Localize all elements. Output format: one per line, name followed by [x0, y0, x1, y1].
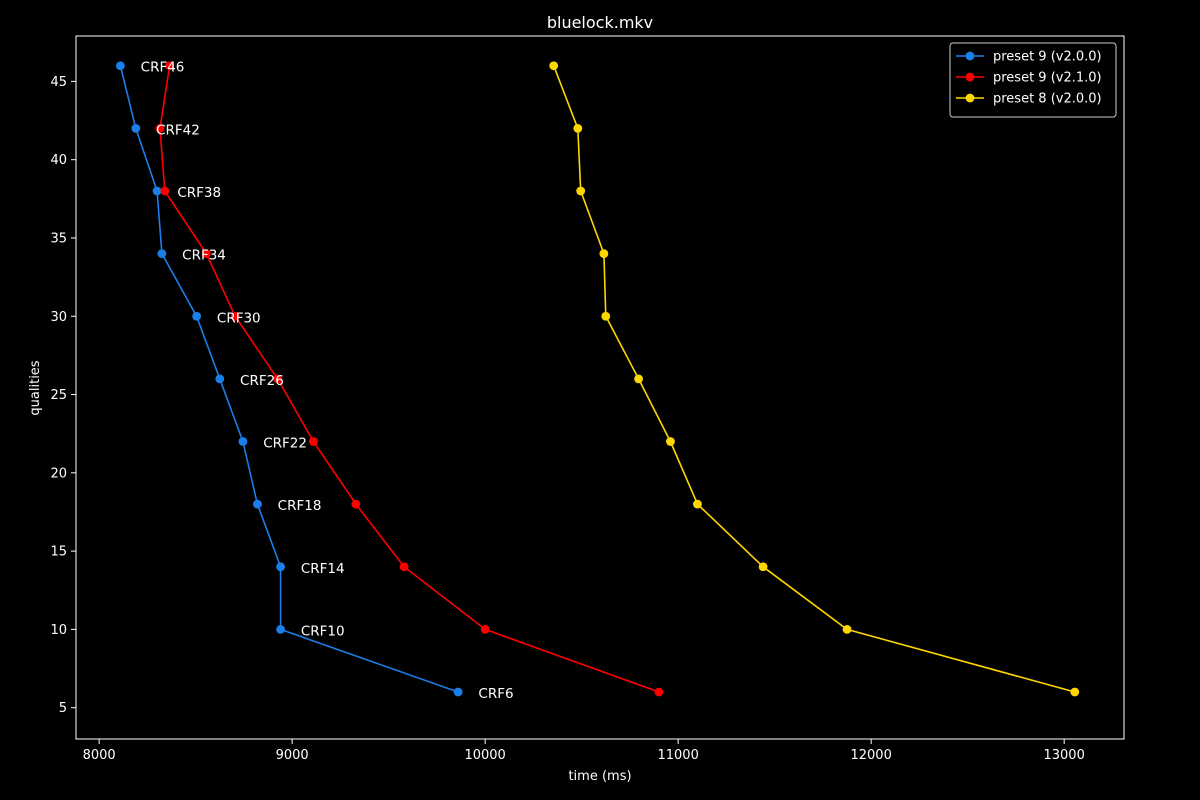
y-tick-label: 5 [59, 701, 67, 716]
crf-annotation: CRF6 [478, 686, 513, 702]
crf-annotation: CRF10 [301, 623, 345, 639]
data-point [238, 437, 248, 446]
data-point [399, 562, 409, 572]
legend: preset 9 (v2.0.0) preset 9 (v2.1.0) preset… [949, 42, 1117, 118]
data-point [230, 311, 240, 321]
legend-marker [965, 51, 975, 61]
crf-annotation: CRF30 [217, 310, 261, 326]
annotations: CRF46 CRF42 CRF38 CRF34 CRF30 CRF26 CRF22 CRF18… [141, 60, 514, 702]
data-point [155, 123, 165, 133]
data-point [351, 499, 361, 509]
data-point [654, 687, 664, 697]
data-point [276, 562, 285, 572]
legend-label: preset 8 (v2.0.0) [993, 92, 1102, 107]
crf-annotation: CRF42 [156, 122, 200, 138]
series-1 [115, 61, 463, 697]
data-point [842, 625, 852, 634]
legend-box [949, 42, 1117, 118]
data-point [634, 374, 644, 384]
x-tick-label: 13000 [1043, 748, 1084, 763]
data-point [152, 186, 162, 196]
y-tick-label: 40 [50, 153, 67, 168]
data-point [273, 374, 283, 384]
data-point [480, 625, 490, 634]
legend-marker [965, 72, 975, 82]
data-point [201, 249, 211, 259]
x-tick-label: 12000 [850, 748, 891, 763]
y-tick-label: 10 [50, 623, 67, 638]
data-point [215, 374, 225, 384]
data-point [453, 687, 463, 697]
y-axis-label: qualities [28, 360, 43, 415]
y-tick-label: 30 [50, 310, 67, 325]
data-point [601, 311, 611, 321]
y-tick-label: 45 [50, 75, 67, 90]
data-point [160, 186, 170, 196]
crf-annotation: CRF26 [240, 373, 284, 389]
data-point [666, 437, 675, 446]
series-2 [155, 61, 664, 697]
x-tick-label: 8000 [83, 748, 116, 763]
data-point [758, 562, 768, 572]
data-point [576, 186, 586, 196]
plot-area: CRF46 CRF42 CRF38 CRF34 CRF30 CRF26 CRF22 CRF18… [115, 60, 1080, 702]
data-point [308, 437, 318, 446]
legend-label: preset 9 (v2.0.0) [993, 50, 1102, 65]
x-tick-label: 11000 [657, 748, 698, 763]
y-tick-label: 15 [50, 545, 67, 560]
data-point [573, 123, 583, 133]
x-axis-label: time (ms) [568, 769, 631, 784]
x-tick-label: 9000 [276, 748, 309, 763]
data-point [1070, 687, 1080, 697]
crf-annotation: CRF22 [263, 436, 307, 452]
crf-annotation: CRF18 [278, 498, 322, 514]
legend-label: preset 9 (v2.1.0) [993, 71, 1102, 86]
chart-title: bluelock.mkv [547, 13, 653, 32]
data-point [115, 61, 125, 71]
data-point [157, 249, 167, 259]
axes-frame [75, 35, 1125, 740]
data-point [693, 499, 702, 509]
data-point [253, 499, 262, 509]
data-point [549, 61, 559, 71]
y-axis: 5 10 15 20 25 30 35 40 45 [50, 75, 76, 716]
crf-annotation: CRF34 [182, 248, 226, 264]
x-tick-label: 10000 [464, 748, 505, 763]
data-point [131, 123, 141, 133]
data-point [165, 61, 175, 71]
crf-annotation: CRF38 [177, 185, 221, 201]
data-point [192, 311, 202, 321]
x-axis: 8000 9000 10000 11000 12000 13000 [83, 739, 1085, 763]
data-point [276, 625, 285, 634]
crf-annotation: CRF14 [301, 561, 345, 577]
crf-annotation: CRF46 [141, 60, 185, 76]
y-tick-label: 35 [50, 231, 67, 246]
legend-marker [965, 93, 975, 103]
data-point [599, 249, 609, 259]
y-tick-label: 20 [50, 466, 67, 481]
series-3 [549, 61, 1080, 697]
y-tick-label: 25 [50, 388, 67, 403]
